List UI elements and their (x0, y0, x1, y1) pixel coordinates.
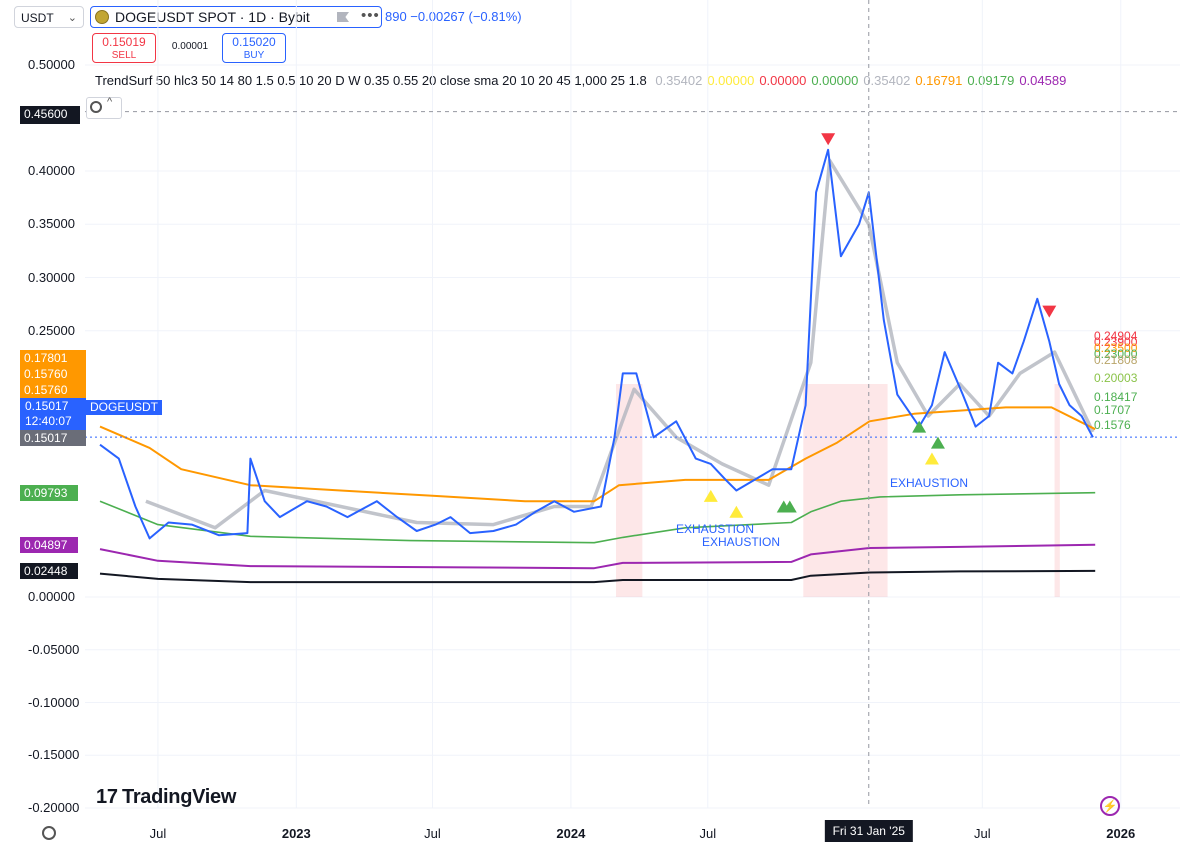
symbol-legend[interactable]: DOGEUSDT SPOT · 1D · Bybit ••• (90, 6, 382, 28)
chevron-up-icon: ^ (107, 96, 113, 108)
y-tick-label: 0.35000 (28, 216, 75, 232)
exhaustion-label-3: EXHAUSTION (890, 476, 969, 490)
indicator-value: 0.09179 (967, 73, 1015, 88)
spread-value: 0.00001 (171, 41, 209, 52)
right-value-label: 0.20003 (1094, 371, 1138, 385)
warn-triangle (729, 505, 744, 518)
signal-zone (803, 384, 888, 597)
sell-button[interactable]: 0.15019 SELL (92, 33, 156, 63)
indicator-value: 0.04589 (1019, 73, 1067, 88)
y-tick-label: -0.15000 (28, 747, 80, 763)
indicator-value: 0.16791 (915, 73, 963, 88)
flag-icon[interactable] (337, 12, 349, 22)
signal-zone (616, 384, 643, 597)
indicator-values: 0.35402 0.00000 0.00000 0.00000 0.35402 0.167… (655, 73, 1071, 88)
right-value-label: 0.23900 (1094, 335, 1138, 349)
indicator-value: 0.35402 (655, 73, 703, 88)
buy-price: 0.15020 (232, 35, 276, 49)
x-tick-label: Jul (149, 826, 167, 841)
sell-price: 0.15019 (102, 35, 146, 49)
right-value-label: 0.18417 (1094, 390, 1138, 404)
price-line (99, 148, 1094, 540)
y-tick-label: -0.20000 (28, 800, 80, 815)
crosshair-price-label: 0.45600 (20, 106, 80, 124)
symbol-title: DOGEUSDT SPOT · 1D · Bybit (115, 9, 310, 25)
buy-triangle (782, 500, 797, 513)
current-price-label: 0.15017 12:40:07 (20, 398, 86, 430)
lightning-icon[interactable]: ⚡ (1100, 796, 1120, 816)
countdown: 12:40:07 (25, 414, 72, 428)
y-tick-label: 0.00000 (28, 589, 75, 604)
y-tick-label: -0.05000 (28, 641, 80, 657)
y-tick-label: 0.50000 (28, 57, 75, 72)
warn-triangle (924, 452, 939, 465)
y-tick-label: 0.25000 (28, 322, 75, 338)
indicator-name: TrendSurf 50 hlc3 50 14 80 1.5 0.5 10 20… (95, 73, 647, 88)
chevron-down-icon: ⌄ (67, 12, 77, 24)
band-green-line (99, 491, 1096, 544)
price-label-orange-2: 0.15760 (20, 366, 86, 382)
x-tick-label: 2023 (281, 826, 311, 841)
current-price: 0.15017 (25, 399, 69, 413)
sell-triangle (1042, 305, 1057, 318)
buy-triangle (930, 436, 945, 449)
buy-label: BUY (243, 50, 265, 61)
more-options-icon[interactable]: ••• (361, 7, 380, 24)
currency-value: USDT (21, 11, 54, 25)
band-black-line (99, 569, 1096, 584)
buy-triangle (912, 420, 927, 433)
y-tick-label: 0.30000 (28, 269, 75, 285)
indicator-value: 0.35402 (863, 73, 911, 88)
exhaustion-label-2: EXHAUSTION (702, 535, 781, 549)
warn-triangle (703, 489, 718, 502)
x-tick-label: Jul (699, 826, 717, 841)
price-label-orange-1: 0.17801 (20, 350, 86, 366)
circle-icon (90, 101, 102, 113)
price-label-orange-3: 0.15760 (20, 382, 86, 398)
right-value-label: 0.21808 (1094, 353, 1138, 367)
y-tick-label: 0.40000 (28, 163, 75, 178)
band-purple-line (99, 543, 1096, 570)
settings-gear-icon[interactable] (42, 826, 56, 840)
y-tick-label: -0.10000 (28, 694, 80, 710)
signal-zone (1054, 384, 1060, 597)
right-value-label: 0.1576 (1094, 418, 1131, 432)
price-label-green: 0.09793 (20, 485, 78, 501)
right-value-label: 0.24904 (1094, 329, 1138, 343)
sell-label: SELL (111, 50, 137, 61)
right-value-label: 0.23500 (1094, 341, 1138, 355)
symbol-tag: DOGEUSDT (86, 400, 163, 415)
x-tick-label: Jul (974, 826, 991, 841)
sell-triangle (821, 133, 836, 146)
tradingview-logo: 17 TradingView (96, 786, 237, 808)
doge-logo-icon (95, 10, 109, 24)
trend-line (145, 158, 1095, 530)
indicator-value: 0.00000 (707, 73, 755, 88)
indicator-legend[interactable]: TrendSurf 50 hlc3 50 14 80 1.5 0.5 10 20… (95, 73, 1076, 88)
exhaustion-label-1: EXHAUSTION (676, 522, 755, 536)
right-value-label: 0.1707 (1094, 403, 1131, 417)
x-tick-label: Jul (424, 826, 441, 841)
currency-select[interactable]: USDT ⌄ (14, 6, 84, 28)
x-tick-label: 2024 (556, 826, 586, 841)
crosshair-date-label: Fri 31 Jan '25 (824, 820, 913, 842)
price-label-gray: 0.15017 (20, 430, 86, 446)
x-tick-label: 2026 (1106, 826, 1136, 841)
ema-line (99, 406, 1096, 503)
indicator-value: 0.00000 (811, 73, 859, 88)
price-label-black: 0.02448 (20, 563, 78, 579)
tv-logo-icon: 17 (96, 786, 118, 808)
indicator-value: 0.00000 (759, 73, 807, 88)
right-value-label: 0.23000 (1094, 347, 1138, 361)
buy-button[interactable]: 0.15020 BUY (222, 33, 286, 63)
price-change: 890 −0.00267 (−0.81%) (385, 9, 522, 24)
crosshair-tools[interactable]: ^ (86, 96, 122, 119)
price-label-purple: 0.04897 (20, 537, 78, 553)
